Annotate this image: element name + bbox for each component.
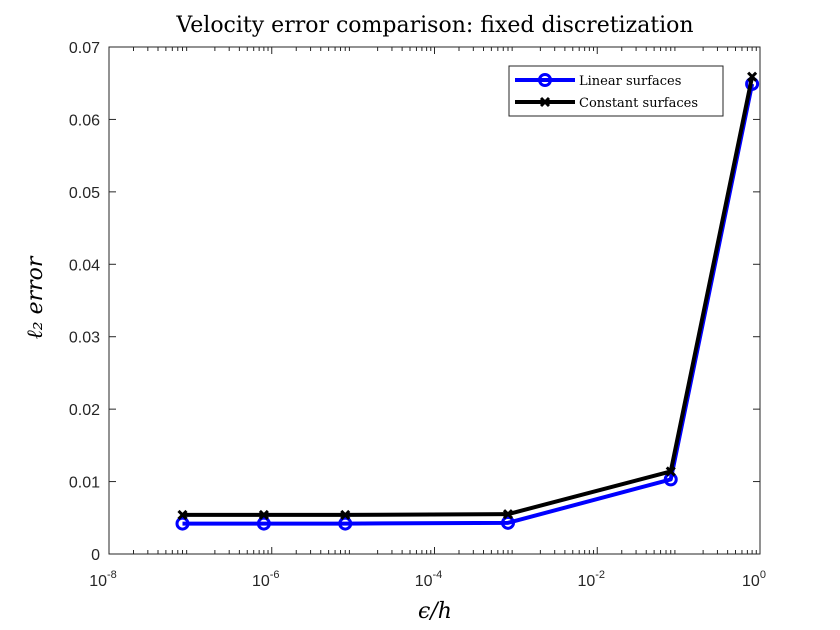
legend-marker [539,96,551,108]
y-axis-label: ℓ₂ error [23,255,48,339]
x-axis: 10-8 10-6 10-4 10-2 100 [89,47,766,590]
data-point [256,516,271,531]
data-point [338,516,353,531]
data-point [500,515,515,530]
chart-title: Velocity error comparison: fixed discret… [175,13,693,38]
legend-label: Constant surfaces [579,96,698,111]
data-point [340,509,351,520]
x-tick-label: 10-8 [89,569,117,590]
x-tick-label: 10-6 [252,569,280,590]
data-point [502,509,514,520]
data-point [175,516,190,531]
y-tick-label: 0.05 [69,185,100,202]
legend: Linear surfaces Constant surfaces [508,65,724,117]
y-tick-label: 0.06 [69,112,100,129]
data-point [665,466,676,477]
data-point [663,472,678,487]
y-axis: 0 0.01 0.02 0.03 0.04 0.05 0.06 0.07 [69,40,760,564]
axes-box [108,46,761,555]
y-tick-label: 0.03 [69,330,100,347]
plot-area [108,46,761,555]
x-tick-label: 10-2 [577,569,605,590]
series-layer [175,71,760,531]
y-tick-label: 0.02 [69,402,100,419]
x-axis-label: ϵ/h [418,599,452,624]
legend-label: Linear surfaces [579,74,681,89]
data-point [258,509,269,520]
data-point [747,71,758,82]
y-tick-label: 0.07 [69,40,100,57]
x-tick-label: 10-4 [415,569,443,590]
x-tick-label: 100 [742,569,766,590]
legend-marker [538,73,552,87]
y-tick-label: 0.01 [69,475,100,492]
series-line [182,76,755,517]
series-1 [177,71,758,520]
y-tick-label: 0.04 [69,257,100,274]
data-point [177,509,188,520]
y-tick-label: 0 [91,547,100,564]
